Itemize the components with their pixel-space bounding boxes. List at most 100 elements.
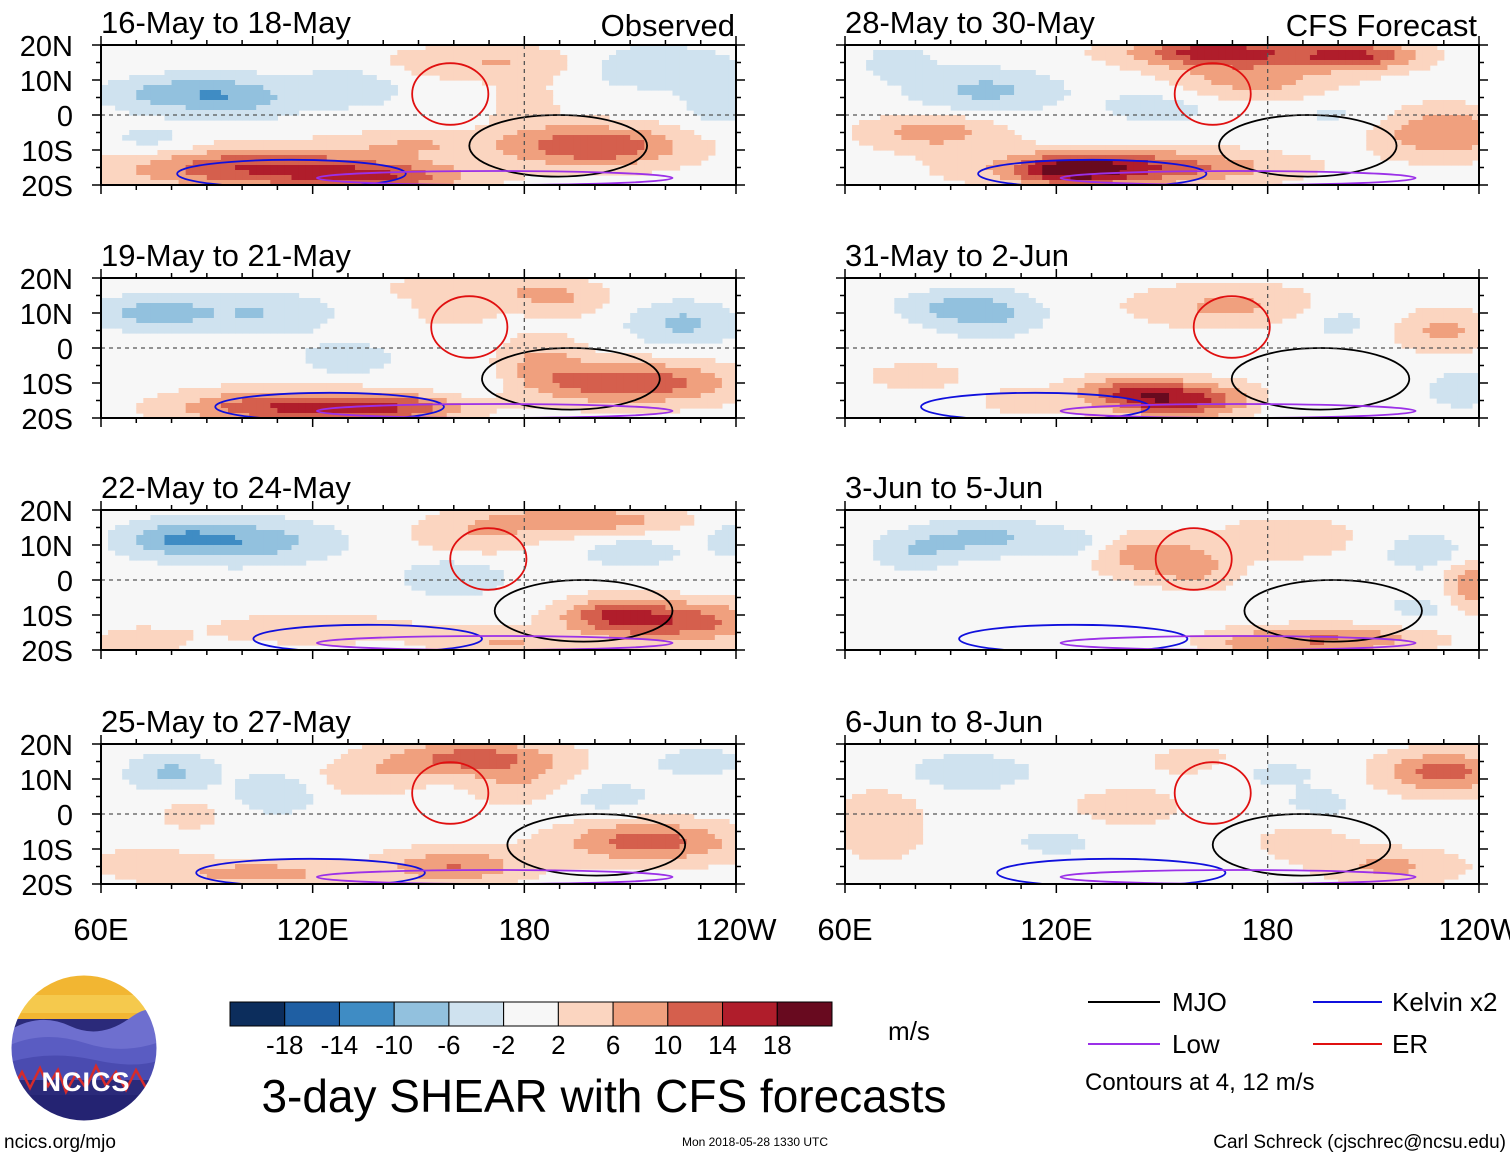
shear-cell — [616, 600, 624, 606]
shear-cell — [672, 303, 681, 309]
shear-cell — [630, 70, 638, 76]
shear-cell — [552, 525, 561, 531]
shear-cell — [700, 70, 709, 76]
shear-cell — [390, 160, 398, 166]
shear-cell — [171, 75, 180, 81]
shear-cell — [545, 105, 554, 111]
shear-cell — [552, 779, 561, 785]
shear-cell — [531, 535, 540, 541]
shear-cell — [235, 160, 243, 166]
shear-cell — [270, 110, 278, 116]
shear-cell — [164, 413, 173, 418]
shear-cell — [192, 145, 201, 151]
shear-cell — [206, 779, 215, 785]
shear-cell — [474, 170, 483, 176]
shear-cell — [192, 150, 201, 156]
shear-cell — [136, 298, 144, 304]
lat-label: 10S — [21, 369, 73, 401]
shear-cell — [672, 140, 681, 146]
shear-cell — [510, 120, 518, 126]
shear-cell — [340, 398, 349, 404]
shear-cell — [609, 383, 617, 389]
shear-cell — [228, 160, 236, 166]
shear-cell — [686, 645, 695, 650]
shear-cell — [496, 308, 504, 314]
shear-cell — [242, 165, 250, 171]
shear-cell — [594, 550, 603, 556]
shear-cell — [517, 155, 525, 161]
shear-cell — [538, 130, 547, 136]
shear-cell — [467, 283, 476, 289]
shear-cell — [707, 105, 716, 111]
shear-cell — [136, 625, 144, 631]
shear-cell — [228, 105, 236, 111]
shear-cell — [700, 50, 709, 56]
shear-cell — [171, 303, 180, 309]
shear-cell — [228, 155, 236, 161]
shear-cell — [524, 525, 532, 531]
shear-cell — [220, 145, 229, 151]
shear-cell — [150, 540, 159, 546]
shear-cell — [658, 759, 667, 765]
shear-cell — [390, 744, 398, 750]
shear-cell — [616, 530, 624, 536]
shear-cell — [326, 625, 335, 631]
shear-cell — [545, 393, 554, 399]
shear-cell — [418, 150, 427, 156]
shear-cell — [277, 398, 286, 404]
shear-cell — [587, 625, 596, 631]
shear-cell — [623, 130, 631, 136]
shear-cell — [432, 754, 441, 760]
shear-cell — [129, 545, 137, 551]
shear-cell — [362, 749, 370, 755]
shear-cell — [439, 535, 448, 541]
shear-cell — [270, 115, 278, 121]
shear-cell — [143, 85, 151, 91]
shear-cell — [517, 635, 525, 641]
shear-cell — [115, 525, 123, 531]
shear-cell — [199, 323, 208, 329]
shear-cell — [637, 353, 645, 359]
shear-cell — [630, 625, 638, 631]
shear-cell — [679, 60, 688, 66]
shear-cell — [277, 145, 286, 151]
shear-cell — [256, 328, 264, 334]
shear-cell — [199, 759, 208, 765]
shear-cell — [460, 298, 469, 304]
shear-cell — [658, 358, 667, 364]
shear-cell — [206, 774, 215, 780]
shear-cell — [206, 298, 215, 304]
shear-cell — [199, 313, 208, 319]
shear-cell — [411, 565, 420, 571]
shear-cell — [517, 145, 525, 151]
shear-cell — [383, 764, 391, 770]
shear-cell — [256, 175, 264, 181]
shear-cell — [573, 125, 582, 131]
shear-cell — [594, 515, 603, 521]
shear-cell — [369, 764, 377, 770]
shear-cell — [524, 784, 532, 790]
shear-cell — [333, 403, 342, 409]
shear-cell — [178, 298, 187, 304]
shear-cell — [228, 630, 236, 636]
shear-cell — [665, 754, 674, 760]
shear-cell — [143, 625, 151, 631]
shear-cell — [658, 160, 667, 166]
shear-cell — [376, 348, 384, 354]
shear-cell — [263, 515, 271, 521]
shear-cell — [573, 383, 582, 389]
shear-cell — [552, 120, 561, 126]
shear-cell — [460, 754, 469, 760]
shear-cell — [418, 130, 427, 136]
shear-cell — [672, 595, 681, 601]
shear-cell — [122, 635, 130, 641]
shear-cell — [376, 145, 384, 151]
shear-cell — [503, 749, 511, 755]
shear-cell — [559, 283, 568, 289]
shear-cell — [552, 774, 561, 780]
shear-cell — [171, 635, 180, 641]
shear-cell — [700, 95, 709, 101]
shear-cell — [651, 313, 659, 319]
shear-cell — [714, 530, 723, 536]
shear-cell — [333, 90, 342, 96]
